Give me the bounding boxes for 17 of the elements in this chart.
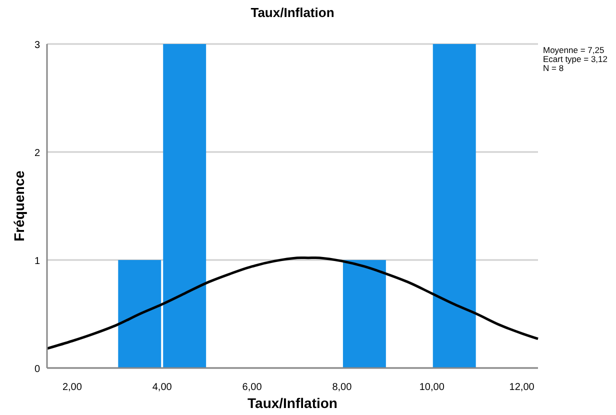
x-tick-label: 12,00 [509,382,535,393]
x-tick-label: 4,00 [152,382,172,393]
x-tick-label: 10,00 [419,382,445,393]
x-tick-label: 8,00 [332,382,352,393]
x-tick-label: 2,00 [62,382,82,393]
text: Moyenne = 7,25 [543,45,604,55]
y-tick-label: 1 [34,256,40,267]
chart-title: Taux/Inflation [250,5,334,20]
line-series [46,256,540,350]
y-tick-label: 2 [34,148,40,159]
text: Ecart type = 3,12 [543,54,608,64]
x-axis-title: Taux/Inflation [248,395,338,411]
x-tick-label: 6,00 [242,382,262,393]
y-tick-label: 3 [34,40,40,51]
y-axis-title: Fréquence [11,170,27,242]
y-tick-label: 0 [34,364,40,375]
text: N = 8 [543,63,564,73]
